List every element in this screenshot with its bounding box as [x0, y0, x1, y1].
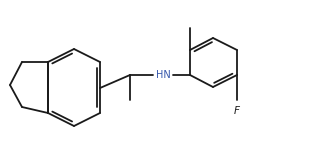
Text: F: F: [234, 106, 240, 116]
Text: HN: HN: [156, 70, 171, 80]
